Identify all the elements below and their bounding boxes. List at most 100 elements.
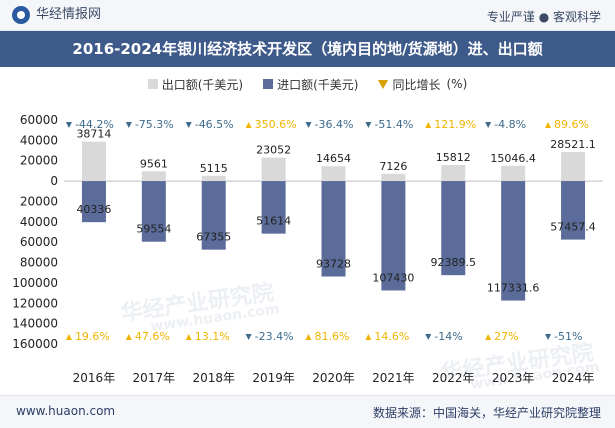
title-band: 2016-2024年银川经济技术开发区（境内目的地/货源地）进、出口额 [0, 31, 615, 67]
import-growth-label: -23.4% [255, 330, 294, 343]
growth-down-icon [65, 122, 72, 128]
y-tick-label: 40000 [20, 133, 58, 147]
export-value-label: 38714 [76, 128, 111, 141]
x-tick-label: 2016年 [73, 371, 116, 385]
growth-up-icon [305, 334, 312, 340]
footer-website[interactable]: www.huaon.com [16, 404, 116, 418]
legend-label-export: 出口额(千美元) [161, 77, 244, 92]
import-bar [501, 181, 526, 301]
export-growth-label: -46.5% [195, 118, 234, 131]
export-value-label: 7126 [379, 160, 407, 173]
export-bar [141, 171, 166, 182]
export-value-label: 15812 [436, 151, 471, 164]
growth-down-icon [305, 122, 312, 128]
import-value-label: 117331.6 [487, 282, 540, 295]
growth-down-icon [425, 334, 432, 340]
import-value-label: 40336 [76, 203, 111, 216]
import-bar [201, 181, 226, 250]
footer-source: 数据来源：中国海关，华经产业研究院整理 [372, 406, 601, 420]
y-tick-label: 140000 [12, 317, 58, 331]
growth-up-icon [245, 122, 252, 128]
export-bar [201, 175, 226, 182]
export-value-label: 9561 [140, 157, 168, 170]
x-tick-label: 2023年 [492, 371, 535, 385]
chart: 60000 40000 20000 0 20000 40000 60000 80000 1000… [12, 113, 603, 385]
export-value-label: 5115 [200, 162, 228, 175]
import-growth-label: 13.1% [195, 330, 230, 343]
footer: www.huaon.com 数据来源：中国海关，华经产业研究院整理 [0, 395, 615, 428]
growth-up-icon [365, 334, 372, 340]
legend-swatch-export [147, 79, 158, 89]
growth-down-icon [125, 122, 132, 128]
import-value-label: 51614 [256, 215, 291, 228]
y-tick-label: 0 [50, 174, 58, 188]
import-bar [381, 181, 406, 291]
import-value-label: 92389.5 [431, 256, 477, 269]
legend: 出口额(千美元) 进口额(千美元) 同比增长 (%) [0, 74, 615, 94]
import-growth-label: -14% [434, 330, 462, 343]
export-growth-label: -4.8% [494, 118, 526, 131]
x-tick-label: 2018年 [192, 371, 235, 385]
export-growth-label: -36.4% [315, 118, 354, 131]
y-tick-label: 20000 [20, 194, 58, 208]
export-bar [501, 165, 526, 182]
legend-swatch-import [263, 79, 274, 89]
export-growth-label: 121.9% [434, 118, 476, 131]
x-tick-label: 2022年 [432, 371, 475, 385]
export-bar [81, 141, 106, 182]
import-value-label: 59554 [136, 223, 171, 236]
y-tick-label: 40000 [20, 215, 58, 229]
growth-up-icon [125, 334, 132, 340]
legend-growth-triangle-icon [378, 79, 389, 89]
export-bar [381, 173, 406, 182]
import-bar [441, 181, 466, 276]
export-bar [441, 164, 466, 182]
y-tick-label: 80000 [20, 256, 58, 270]
top-bar: 华经情报网 专业严谨 ● 客观科学 [0, 0, 615, 31]
x-tick-label: 2017年 [133, 371, 176, 385]
x-tick-label: 2019年 [252, 371, 295, 385]
export-value-label: 15046.4 [490, 152, 536, 165]
y-tick-label: 120000 [12, 296, 58, 310]
growth-up-icon [545, 122, 552, 128]
y-tick-label: 60000 [20, 235, 58, 249]
growth-up-icon [65, 334, 72, 340]
import-growth-label: 47.6% [135, 330, 170, 343]
legend-item-export: 出口额(千美元) [147, 76, 244, 93]
x-tick-label: 2024年 [552, 371, 595, 385]
growth-up-icon [485, 334, 492, 340]
export-value-label: 14654 [316, 152, 351, 165]
legend-item-growth: 同比增长 (%) [378, 76, 467, 93]
legend-label-growth: 同比增长 [392, 77, 441, 92]
x-tick-label: 2020年 [312, 371, 355, 385]
import-value-label: 107430 [372, 271, 414, 284]
import-value-label: 67355 [196, 231, 231, 244]
growth-down-icon [185, 122, 192, 128]
export-bar [261, 157, 286, 182]
logo-icon [12, 6, 30, 24]
brand-name: 华经情报网 [36, 7, 102, 22]
growth-down-icon [365, 122, 372, 128]
import-value-label: 93728 [316, 258, 351, 271]
import-bar [321, 181, 346, 277]
legend-label-import: 进口额(千美元) [277, 77, 359, 92]
growth-up-icon [185, 334, 192, 340]
export-bar [321, 166, 346, 182]
growth-up-icon [425, 122, 432, 128]
import-bar [141, 181, 166, 242]
brand[interactable]: 华经情报网 [12, 6, 101, 24]
growth-down-icon [245, 334, 252, 340]
export-growth-label: 350.6% [255, 118, 297, 131]
legend-growth-unit: (%) [446, 77, 468, 91]
import-growth-label: 14.6% [374, 330, 409, 343]
y-tick-label: 100000 [12, 276, 58, 290]
import-bar [261, 181, 286, 234]
export-growth-label: -51.4% [374, 118, 413, 131]
y-tick-label: 60000 [20, 113, 58, 127]
import-growth-label: -51% [554, 330, 582, 343]
import-bar [81, 181, 106, 223]
y-tick-label: 160000 [12, 337, 58, 351]
import-value-label: 57457.4 [550, 221, 596, 234]
import-bar [561, 181, 586, 240]
